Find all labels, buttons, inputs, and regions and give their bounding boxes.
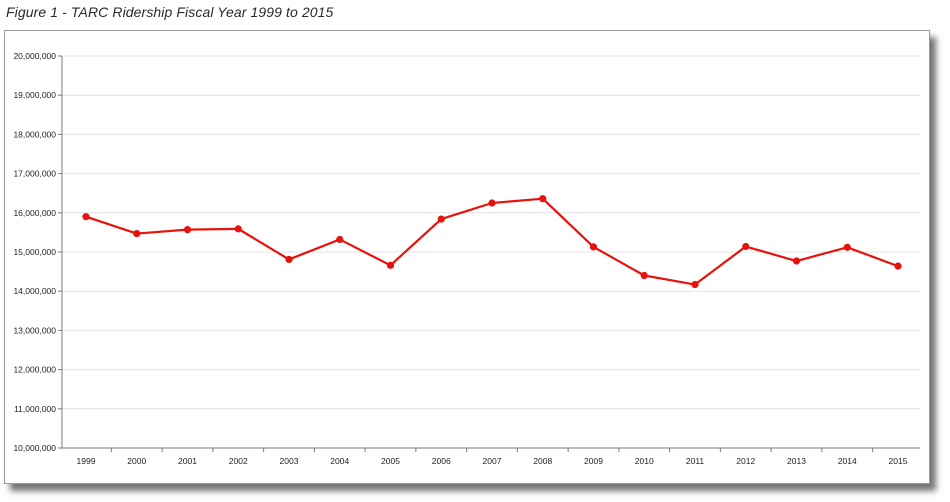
axes <box>58 55 920 452</box>
x-tick-label: 2014 <box>838 456 857 466</box>
series-ridership <box>82 195 902 289</box>
x-tick-label: 1999 <box>77 456 96 466</box>
data-point <box>285 255 293 264</box>
x-tick-label: 2011 <box>686 456 705 466</box>
y-tick-label: 20,000,000 <box>13 51 56 61</box>
data-point <box>437 215 445 223</box>
data-point <box>234 225 242 233</box>
data-point <box>894 262 902 270</box>
data-point <box>589 243 598 251</box>
x-tick-label: 2004 <box>330 456 349 466</box>
y-tick-label: 13,000,000 <box>13 325 56 335</box>
y-tick-label: 12,000,000 <box>13 365 56 375</box>
data-point <box>843 243 851 251</box>
data-point <box>183 226 192 234</box>
x-tick-label: 2005 <box>381 456 400 466</box>
data-point <box>133 229 141 238</box>
x-tick-labels: 1999 2000 2001 2002 2003 2004 2005 2006 2007 2008… <box>77 456 908 466</box>
data-point <box>539 195 547 203</box>
data-point <box>488 199 496 207</box>
ridership-line-chart: 10,000,000 11,000,000 12,000,000 13,000,000… <box>13 51 920 466</box>
data-point <box>691 280 699 289</box>
x-tick-label: 2009 <box>584 456 603 466</box>
series-line <box>85 197 899 286</box>
x-tick-label: 2001 <box>178 456 197 466</box>
data-point <box>792 257 801 265</box>
y-tick-label: 16,000,000 <box>13 208 56 218</box>
x-tick-label: 2002 <box>229 456 248 466</box>
y-tick-label: 11,000,000 <box>14 404 56 414</box>
x-tick-label: 2007 <box>483 456 502 466</box>
data-point <box>82 213 90 221</box>
y-tick-label: 15,000,000 <box>13 247 56 257</box>
data-point <box>336 235 344 244</box>
x-tick-label: 2003 <box>280 456 299 466</box>
data-point <box>386 261 395 269</box>
y-tick-label: 14,000,000 <box>13 286 56 296</box>
x-tick-label: 2000 <box>127 456 146 466</box>
data-point <box>742 242 750 251</box>
data-point <box>640 271 648 280</box>
y-tick-label: 17,000,000 <box>13 169 56 179</box>
grid-lines <box>62 55 920 410</box>
y-tick-label: 18,000,000 <box>13 129 56 139</box>
x-tick-label: 2013 <box>787 456 806 466</box>
x-tick-label: 2008 <box>533 456 552 466</box>
figure-title: Figure 1 - TARC Ridership Fiscal Year 19… <box>6 4 334 20</box>
x-tick-label: 2015 <box>889 456 908 466</box>
y-tick-label: 19,000,000 <box>13 90 56 100</box>
y-tick-label: 10,000,000 <box>13 443 56 453</box>
y-tick-labels: 10,000,000 11,000,000 12,000,000 13,000,000… <box>13 51 56 453</box>
x-tick-label: 2006 <box>432 456 451 466</box>
x-tick-label: 2010 <box>635 456 654 466</box>
x-tick-label: 2012 <box>736 456 755 466</box>
